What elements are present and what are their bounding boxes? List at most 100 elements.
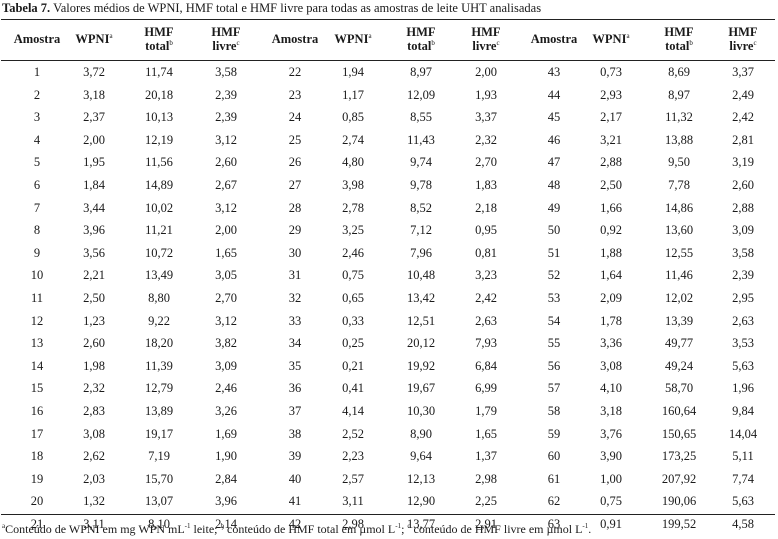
table-cell: 207,92 — [661, 471, 697, 486]
header-amostra-3: Amostra — [530, 32, 578, 46]
table-cell: 2,67 — [215, 178, 237, 192]
table-cell: 32 — [288, 291, 302, 305]
table-row: 20 1,32 13,07 3,96 41 3,11 12,90 2,25 62 0,75 190,… — [0, 492, 776, 512]
table-cell: 12,19 — [144, 132, 174, 147]
table-cell: 16 — [30, 404, 44, 418]
table-cell: 55 — [547, 336, 561, 351]
table-cell: 47 — [547, 155, 561, 170]
table-cell: 0,75 — [342, 268, 364, 283]
table-cell: 8,97 — [668, 87, 690, 102]
table-cell: 12,51 — [406, 313, 436, 328]
table-cell: 6 — [33, 178, 41, 192]
table-cell: 3,11 — [342, 494, 364, 509]
table-cell: 1,17 — [342, 87, 364, 102]
table-row: 5 1,95 11,56 2,60 26 4,80 9,74 2,70 47 2,88 9,50 3,… — [0, 153, 776, 173]
table-cell: 43 — [547, 65, 561, 79]
table-cell: 13,49 — [144, 268, 174, 283]
table-cell: 53 — [547, 291, 561, 305]
table-cell: 45 — [547, 110, 561, 125]
table-cell: 7 — [33, 200, 41, 215]
table-cell: 2,00 — [475, 65, 497, 79]
table-cell: 2,88 — [600, 155, 622, 170]
table-cell: 4,14 — [342, 404, 364, 418]
table-cell: 11,32 — [665, 110, 693, 125]
table-cell: 15 — [30, 381, 44, 396]
table-cell: 10 — [30, 268, 44, 283]
table-cell: 3,37 — [475, 110, 497, 125]
table-cell: 12,09 — [406, 87, 436, 102]
table-cell: 8,55 — [410, 110, 432, 125]
table-cell: 13,77 — [406, 517, 436, 531]
table-cell: 3,09 — [732, 223, 754, 238]
table-cell: 1,78 — [600, 313, 622, 328]
table-cell: 2,60 — [732, 178, 754, 192]
table-cell: 49 — [547, 200, 561, 215]
table-cell: 2,98 — [475, 471, 497, 486]
table-cell: 2,09 — [600, 291, 622, 305]
table-cell: 2,03 — [83, 471, 105, 486]
table-cell: 19,17 — [144, 426, 174, 441]
table-cell: 1,83 — [475, 178, 497, 192]
table-cell: 58 — [547, 404, 561, 418]
table-row: 12 1,23 9,22 3,12 33 0,33 12,51 2,63 54 1,78 13,39… — [0, 312, 776, 332]
table-cell: 1,32 — [83, 494, 105, 509]
table-cell: 11,39 — [145, 358, 173, 373]
table-cell: 0,21 — [342, 358, 364, 373]
table-cell: 2,39 — [215, 87, 237, 102]
table-cell: 2,42 — [475, 291, 497, 305]
table-cell: 2,63 — [475, 313, 497, 328]
table-cell: 1,79 — [475, 404, 497, 418]
table-cell: 7,93 — [475, 336, 497, 351]
table-cell: 8,69 — [668, 65, 690, 79]
table-cell: 1,65 — [475, 426, 497, 441]
table-cell: 1 — [33, 65, 41, 79]
table-caption: Tabela 7. Valores médios de WPNI, HMF to… — [2, 1, 541, 16]
table-cell: 28 — [288, 200, 302, 215]
table-cell: 29 — [288, 223, 302, 238]
table-cell: 2,88 — [732, 200, 754, 215]
table-cell: 44 — [547, 87, 561, 102]
table-cell: 8 — [33, 223, 41, 238]
table-cell: 52 — [547, 268, 561, 283]
table-cell: 1,95 — [83, 155, 105, 170]
table-cell: 3,21 — [600, 132, 622, 147]
table-cell: 37 — [288, 404, 302, 418]
table-cell: 3,96 — [83, 223, 105, 238]
table-cell: 25 — [288, 132, 302, 147]
table-cell: 36 — [288, 381, 302, 396]
table-cell: 58,70 — [664, 381, 694, 396]
table-cell: 49,24 — [664, 358, 694, 373]
table-cell: 12,90 — [406, 494, 436, 509]
table-cell: 8,52 — [410, 200, 432, 215]
table-cell: 27 — [288, 178, 302, 192]
table-cell: 3,56 — [83, 245, 105, 260]
table-cell: 2,62 — [83, 449, 105, 464]
table-cell: 0,95 — [475, 223, 497, 238]
table-cell: 13,89 — [144, 404, 174, 418]
table-row: 11 2,50 8,80 2,70 32 0,65 13,42 2,42 53 2,09 12,02… — [0, 289, 776, 309]
table-cell: 2,91 — [475, 517, 497, 531]
table-cell: 0,91 — [600, 517, 622, 531]
table-cell: 3,58 — [215, 65, 237, 79]
table-cell: 11,21 — [145, 223, 173, 238]
table-cell: 3,19 — [732, 155, 754, 170]
table-cell: 3,37 — [732, 65, 754, 79]
header-hmf-livre-2: HMF livrec — [471, 25, 501, 53]
table-cell: 3,18 — [600, 404, 622, 418]
table-cell: 2,78 — [342, 200, 364, 215]
table-cell: 3,09 — [215, 358, 237, 373]
table-cell: 2,32 — [475, 132, 497, 147]
table-footnote: aConteúdo de WPNI em mg WPN mL-1 leite; … — [2, 522, 592, 536]
table-cell: 4 — [33, 132, 41, 147]
header-amostra-1: Amostra — [13, 32, 61, 46]
table-cell: 26 — [288, 155, 302, 170]
table-row: 13 2,60 18,20 3,82 34 0,25 20,12 7,93 55 3,36 49,7… — [0, 334, 776, 354]
table-cell: 3,76 — [600, 426, 622, 441]
table-cell: 1,93 — [475, 87, 497, 102]
table-cell: 9,22 — [148, 313, 170, 328]
table-cell: 8,90 — [410, 426, 432, 441]
table-cell: 2,60 — [215, 155, 237, 170]
table-cell: 13,88 — [664, 132, 694, 147]
table-cell: 7,12 — [410, 223, 432, 238]
table-cell: 5,11 — [732, 449, 754, 464]
